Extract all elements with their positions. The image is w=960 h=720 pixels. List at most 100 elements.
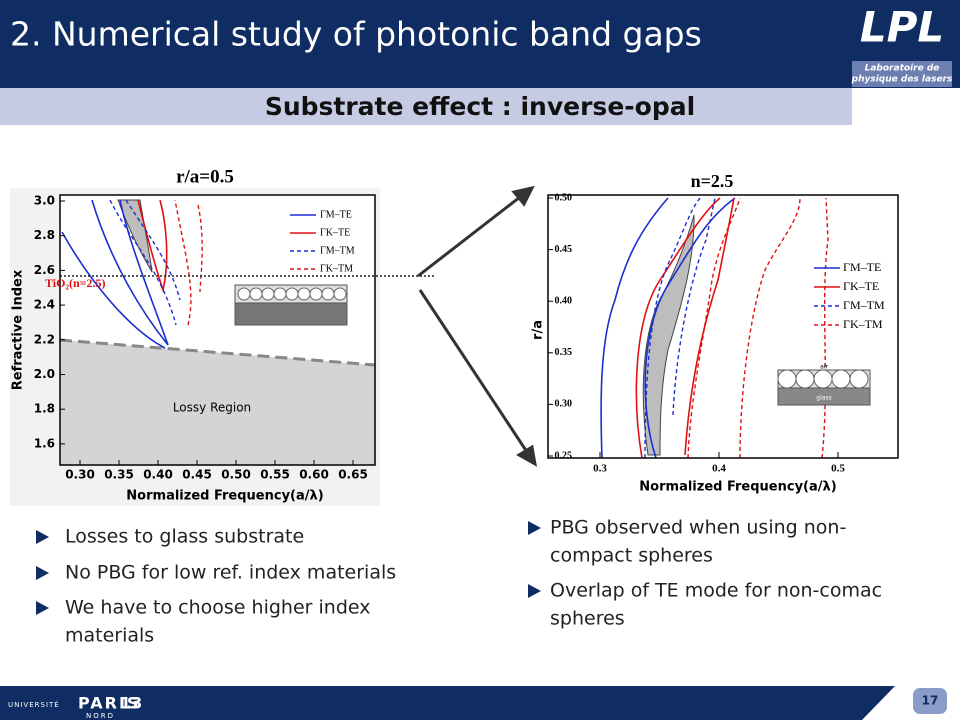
x-tick-label: 0.35	[104, 468, 134, 482]
sphere	[297, 287, 311, 301]
logo: LPL	[860, 3, 944, 52]
legend-label: ΓK–TE	[320, 227, 350, 238]
header-band	[0, 0, 960, 88]
left-figure	[10, 188, 435, 506]
logo-caption: physique des lasers	[851, 75, 953, 85]
x-tick-label: 0.60	[299, 468, 329, 482]
x-tick-label: 0.3	[593, 463, 607, 475]
plot-area	[548, 195, 898, 458]
bullet-marker	[36, 601, 49, 615]
x-tick-label: 0.40	[143, 468, 173, 482]
sphere	[261, 287, 275, 301]
legend-label: ΓK–TE	[843, 279, 879, 293]
curve	[109, 199, 181, 326]
subtitle: Substrate effect : inverse-opal	[265, 92, 695, 121]
sphere	[813, 369, 833, 389]
bullet-marker	[36, 530, 49, 544]
page-number: 17	[922, 694, 939, 708]
arrow	[418, 289, 529, 453]
legend-label: ΓM–TM	[320, 245, 355, 256]
legend-label: ΓK–TM	[843, 317, 883, 331]
x-tick-label: 0.55	[260, 468, 290, 482]
curve	[600, 197, 669, 459]
bullet-text: Losses to glass substrate	[65, 526, 304, 548]
sphere	[849, 369, 869, 389]
curve	[644, 197, 716, 459]
inset-label: glass	[816, 395, 831, 402]
plot-frame	[547, 194, 899, 459]
region-label: Lossy Region	[173, 401, 251, 415]
bullet-text: materials	[65, 625, 154, 647]
curve	[61, 231, 166, 349]
y-tick-label: 2.6	[34, 263, 55, 277]
curve	[687, 197, 829, 459]
y-tick-label: 0.50	[555, 192, 573, 203]
bullet-text: PBG observed when using non-	[550, 517, 846, 539]
y-axis-label: Refractive Index	[11, 269, 26, 390]
y-tick-label: 2.0	[34, 367, 55, 381]
figure-title: n=2.5	[691, 171, 734, 191]
y-tick-label: 0.45	[555, 244, 573, 255]
y-tick-label: 0.40	[555, 295, 573, 306]
bullet-text: compact spheres	[550, 545, 713, 567]
sphere	[285, 287, 299, 301]
y-axis-label: r/a	[531, 320, 546, 340]
arrow	[417, 195, 521, 278]
x-tick-label: 0.5	[831, 463, 845, 475]
y-tick-label: 1.8	[34, 402, 55, 416]
right-figure	[547, 194, 899, 459]
sphere	[333, 287, 347, 301]
bullet-text: Overlap of TE mode for non-comac	[550, 580, 882, 602]
arrows	[417, 185, 538, 467]
x-axis-label: Normalized Frequency(a/λ)	[126, 489, 323, 504]
x-axis-label: Normalized Frequency(a/λ)	[639, 480, 836, 495]
x-tick-label: 0.4	[712, 463, 726, 475]
slide-title: 2. Numerical study of photonic band gaps	[10, 15, 702, 54]
legend-label: ΓM–TM	[843, 298, 885, 312]
logo-caption: Laboratoire de	[865, 64, 940, 74]
curve	[635, 197, 735, 459]
bullet-marker	[528, 584, 541, 598]
x-tick-label: 0.65	[338, 468, 368, 482]
curve	[174, 199, 203, 326]
sphere	[795, 369, 815, 389]
gap-region	[642, 214, 695, 456]
bullet-text: spheres	[550, 608, 625, 630]
curve	[137, 199, 168, 293]
bullet-marker	[36, 566, 49, 580]
sphere	[831, 369, 851, 389]
plot-frame	[59, 194, 376, 466]
light-line	[59, 338, 376, 367]
annotation: TiO₂(n=2.5)	[45, 276, 106, 290]
page-box	[913, 688, 947, 714]
y-tick-label: 1.6	[34, 436, 55, 450]
y-tick-label: 2.4	[34, 298, 55, 312]
arrow-head	[511, 185, 535, 207]
footer-band	[0, 686, 895, 720]
bullet-marker	[528, 521, 541, 535]
y-tick-label: 0.25	[555, 450, 573, 461]
y-tick-label: 0.35	[555, 347, 573, 358]
y-tick-label: 0.30	[555, 399, 573, 410]
inset-substrate	[234, 302, 348, 326]
footer-nord: NORD	[86, 712, 115, 720]
legend-label: ΓK–TM	[320, 263, 353, 274]
bullet-text: We have to choose higher index	[65, 597, 370, 619]
inset-label: air	[820, 364, 828, 371]
x-tick-label: 0.30	[65, 468, 95, 482]
x-tick-label: 0.50	[221, 468, 251, 482]
y-tick-label: 2.2	[34, 332, 55, 346]
footer-city: PARIS	[78, 694, 140, 713]
logo-box	[852, 61, 952, 87]
footer-university: UNIVERSITÉ	[8, 700, 60, 709]
subtitle-band	[0, 88, 852, 125]
footer-number: 13	[120, 694, 142, 713]
lossy-region	[60, 340, 375, 465]
curve	[91, 199, 169, 346]
arrow-head	[516, 444, 538, 467]
legend-label: ΓM–TE	[320, 209, 352, 220]
figure-title: r/a=0.5	[176, 166, 234, 187]
sphere	[273, 287, 287, 301]
sphere	[777, 369, 797, 389]
